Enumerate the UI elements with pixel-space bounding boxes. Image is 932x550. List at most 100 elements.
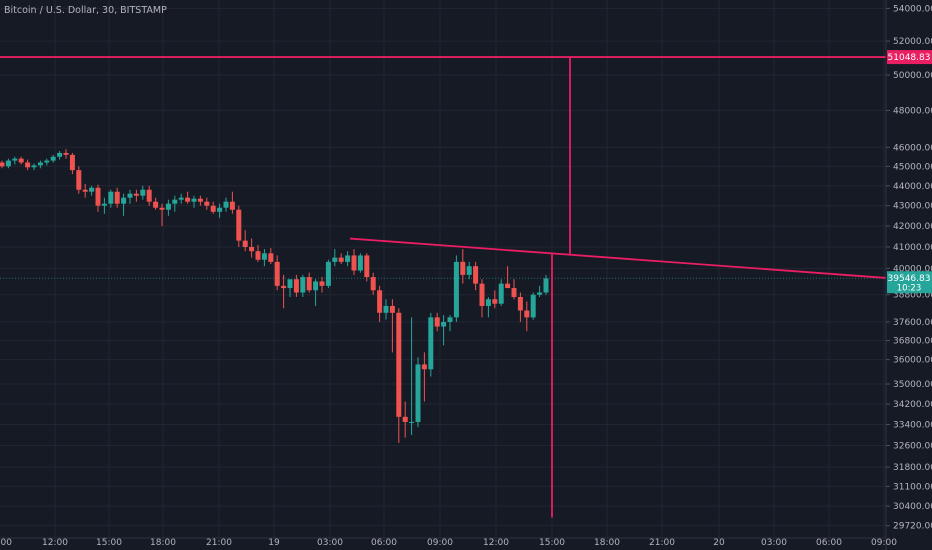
- candle: [505, 266, 511, 289]
- y-tick-label: 44000.00: [893, 182, 932, 192]
- bar-countdown-label: 10:23: [897, 284, 922, 294]
- horizontal-line-label: 51048.83: [888, 53, 931, 63]
- candle: [377, 285, 383, 322]
- x-tick-label: 19: [268, 538, 280, 548]
- candle: [524, 301, 530, 332]
- drawings-layer[interactable]: [0, 56, 887, 518]
- candle-body: [108, 191, 114, 204]
- y-tick-label: 34200.00: [893, 400, 932, 410]
- candle-body: [517, 296, 523, 311]
- candle-body: [453, 261, 459, 318]
- candle: [31, 163, 37, 171]
- candle-body: [293, 279, 299, 293]
- candle: [325, 259, 331, 289]
- candles-layer: [0, 149, 549, 443]
- candle-body: [409, 421, 415, 423]
- x-tick-label: 03:00: [761, 538, 787, 548]
- candle: [165, 199, 171, 216]
- candle-body: [402, 416, 408, 422]
- candle: [530, 292, 536, 320]
- y-tick-label: 45000.00: [893, 162, 932, 172]
- candle-body: [287, 279, 293, 289]
- x-tick-label: 18:00: [150, 538, 176, 548]
- candle: [44, 158, 50, 166]
- candle: [543, 274, 549, 295]
- candle-body: [473, 266, 479, 284]
- candle-body: [223, 201, 229, 208]
- y-tick-label: 46000.00: [893, 143, 932, 153]
- candle: [133, 189, 139, 202]
- candle-body: [313, 281, 319, 291]
- candle: [319, 277, 325, 293]
- candle-body: [389, 305, 395, 313]
- candle: [76, 166, 82, 194]
- candle-body: [543, 278, 549, 293]
- candle: [306, 272, 312, 293]
- candle: [249, 238, 255, 258]
- candle-body: [530, 294, 536, 318]
- candle: [287, 279, 293, 297]
- candle: [364, 253, 370, 282]
- y-tick-label: 54000.00: [893, 4, 932, 14]
- candle: [172, 195, 178, 212]
- candle-body: [121, 197, 127, 204]
- candle: [140, 185, 146, 200]
- candle-body: [50, 156, 56, 161]
- candle-body: [37, 162, 43, 166]
- candle: [409, 317, 415, 435]
- x-tick-label: 20: [713, 538, 725, 548]
- candle-body: [479, 283, 485, 306]
- candle-body: [325, 261, 331, 286]
- candle-body: [159, 207, 165, 210]
- candle: [178, 193, 184, 204]
- candle: [114, 187, 120, 208]
- candle-body: [210, 205, 216, 212]
- candle: [511, 279, 517, 300]
- y-tick-label: 41000.00: [893, 243, 932, 253]
- candle-body: [133, 193, 139, 196]
- candle: [492, 290, 498, 309]
- candle-body: [300, 277, 306, 293]
- candle-body: [242, 240, 248, 247]
- candle: [300, 274, 306, 297]
- candle-body: [537, 292, 543, 295]
- candle-body: [127, 193, 133, 198]
- y-tick-label: 37600.00: [893, 318, 932, 328]
- candle: [441, 315, 447, 346]
- y-tick-label: 43000.00: [893, 202, 932, 212]
- candle-body: [261, 253, 267, 260]
- candle: [153, 197, 159, 210]
- candle: [383, 299, 389, 320]
- candle: [460, 249, 466, 284]
- candle: [255, 244, 261, 262]
- candle-body: [364, 255, 370, 278]
- candle: [204, 197, 210, 210]
- candle: [396, 308, 402, 443]
- candle-body: [434, 317, 440, 327]
- trend-line[interactable]: [349, 237, 887, 279]
- candle: [210, 201, 216, 214]
- candle-body: [274, 261, 280, 286]
- time-axis[interactable]: 09:00 12:00 15:00 18:00 21:00 19 03:00 06:00 09:…: [0, 537, 897, 548]
- candle: [485, 296, 491, 318]
- candle: [89, 185, 95, 196]
- candle-body: [281, 285, 287, 289]
- y-tick-label: 31100.00: [893, 482, 932, 492]
- candle-body: [76, 170, 82, 190]
- horizontal-line-label-bg: [887, 50, 932, 65]
- candle-body: [89, 187, 95, 192]
- y-tick-label: 40000.00: [893, 264, 932, 274]
- candle: [50, 154, 56, 163]
- candle: [338, 253, 344, 265]
- candle-body: [12, 158, 18, 161]
- candle: [82, 183, 88, 198]
- candle: [0, 160, 5, 169]
- x-tick-label: 21:00: [649, 538, 675, 548]
- candle: [447, 315, 453, 332]
- price-axis[interactable]: 54000.00 52000.00 50000.00 48000.00 46000.00…: [886, 4, 932, 532]
- candle: [25, 159, 31, 171]
- candle-body: [396, 312, 402, 417]
- candle-body: [140, 189, 146, 196]
- candle: [498, 279, 504, 306]
